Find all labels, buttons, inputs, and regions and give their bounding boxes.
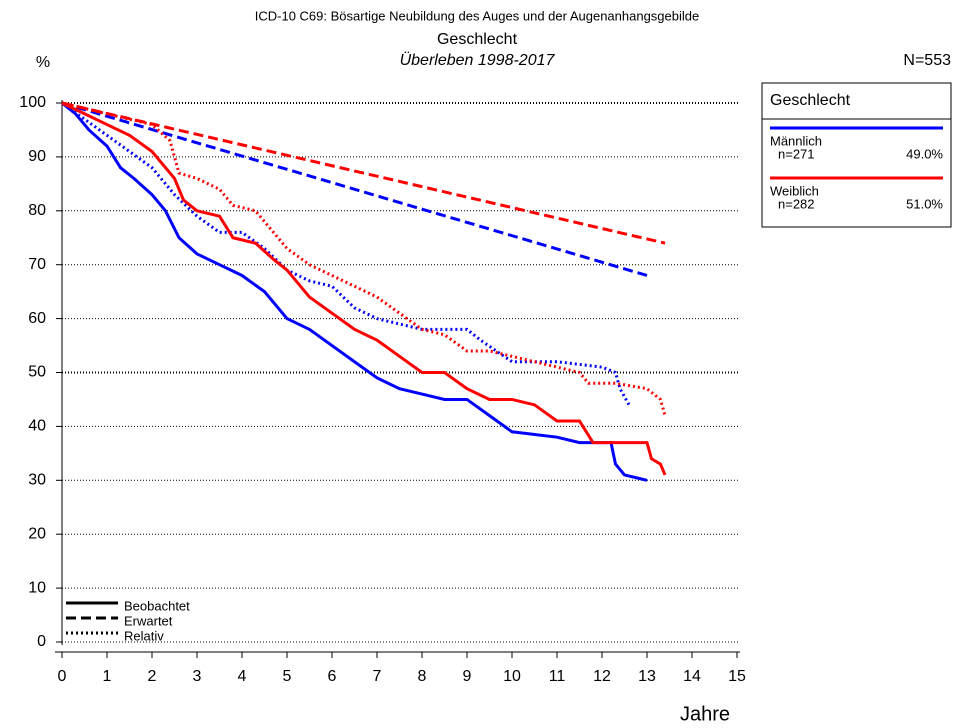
- legend-box: [761, 82, 952, 228]
- y-tick-label: 60: [28, 310, 46, 327]
- legend-label: Männlich: [770, 133, 822, 148]
- x-tick-label: 0: [58, 668, 67, 685]
- x-tick-label: 4: [238, 668, 247, 685]
- style-label: Beobachtet: [124, 598, 190, 613]
- legend-label: Weiblich: [770, 183, 819, 198]
- series-line: [61, 101, 648, 277]
- legend-count: n=271: [778, 146, 815, 161]
- series-line: [61, 101, 667, 476]
- x-tick-label: 6: [328, 668, 337, 685]
- n-label: N=553: [903, 52, 951, 69]
- series-line: [61, 101, 631, 406]
- x-tick-label: 2: [148, 668, 157, 685]
- y-tick-label: 30: [28, 472, 46, 489]
- y-tick-label: 100: [19, 94, 46, 111]
- y-tick-label: 10: [28, 579, 46, 596]
- x-tick-label: 12: [593, 668, 611, 685]
- chart-title: ICD-10 C69: Bösartige Neubildung des Aug…: [255, 8, 700, 23]
- y-tick-label: 40: [28, 418, 46, 435]
- x-tick-label: 3: [193, 668, 202, 685]
- chart-subtitle: Geschlecht: [437, 31, 518, 48]
- y-axis-label: %: [36, 54, 50, 71]
- y-tick-label: 20: [28, 525, 46, 542]
- x-tick-label: 11: [549, 668, 566, 685]
- x-tick-label: 7: [373, 668, 382, 685]
- series-line: [61, 101, 648, 482]
- x-tick-label: 10: [503, 668, 521, 685]
- legend-count: n=282: [778, 196, 815, 211]
- style-label: Erwartet: [124, 613, 173, 628]
- legend-share: 51.0%: [906, 196, 943, 211]
- legend-title: Geschlecht: [770, 92, 851, 109]
- x-tick-label: 14: [683, 668, 701, 685]
- y-tick-label: 70: [28, 256, 46, 273]
- y-tick-label: 0: [37, 633, 46, 650]
- style-label: Relativ: [124, 628, 164, 643]
- x-tick-label: 1: [103, 668, 112, 685]
- series-line: [61, 101, 666, 245]
- x-tick-label: 8: [418, 668, 427, 685]
- y-tick-label: 50: [28, 364, 46, 381]
- x-tick-label: 15: [728, 668, 746, 685]
- legend-share: 49.0%: [906, 146, 943, 161]
- x-tick-label: 9: [463, 668, 472, 685]
- x-axis-label: Jahre: [680, 703, 730, 725]
- x-tick-label: 5: [283, 668, 292, 685]
- y-tick-label: 90: [28, 148, 46, 165]
- x-tick-label: 13: [638, 668, 656, 685]
- chart-subtitle: Überleben 1998-2017: [400, 51, 556, 69]
- y-tick-label: 80: [28, 202, 46, 219]
